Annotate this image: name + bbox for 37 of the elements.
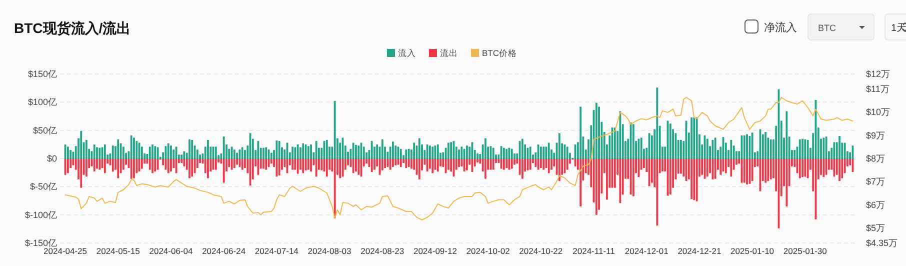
y-tick-label: $-150亿 xyxy=(24,238,57,248)
legend-label: BTC价格 xyxy=(482,48,517,58)
x-tick-label: 2024-09-12 xyxy=(413,246,458,256)
x-tick-label: 2024-11-11 xyxy=(572,246,616,256)
x-tick-label: 2024-08-23 xyxy=(360,246,404,256)
y-tick-label: $50亿 xyxy=(32,125,57,136)
y-tick-label: $-100亿 xyxy=(24,210,57,220)
x-tick-label: 2024-06-24 xyxy=(202,246,246,256)
x-tick-label: 2024-12-21 xyxy=(678,246,722,256)
y-tick-label: $0 xyxy=(46,154,57,164)
y2-tick-label: $9万 xyxy=(866,130,886,140)
x-tick-label: 2024-04-25 xyxy=(44,246,88,256)
x-tick-label: 2024-07-14 xyxy=(254,246,299,256)
line-series xyxy=(64,96,854,220)
y-tick-label: $150亿 xyxy=(28,69,57,79)
x-tick-label: 2025-01-30 xyxy=(783,246,828,256)
legend-label: 流入 xyxy=(398,48,416,58)
y2-tick-label: $8万 xyxy=(866,154,886,164)
y2-tick-label: $7万 xyxy=(866,176,886,187)
y2-tick-label: $5万 xyxy=(866,222,886,233)
chart-title: BTC现货流入/流出 xyxy=(14,20,131,36)
x-tick-label: 2024-12-01 xyxy=(624,246,669,256)
controls: 净流入 BTC 1天 xyxy=(744,14,906,40)
y2-tick-label: $4.35万 xyxy=(866,238,898,248)
legend-label: 流出 xyxy=(440,48,458,58)
y2-tick-label: $12万 xyxy=(866,69,890,79)
y-tick-label: $100亿 xyxy=(28,97,57,108)
x-tick-label: 2024-10-22 xyxy=(519,246,563,256)
y-tick-label: $-50亿 xyxy=(30,182,57,192)
x-tick-label: 2024-10-02 xyxy=(466,246,510,256)
x-tick-label: 2024-06-04 xyxy=(149,246,193,256)
x-tick-label: 2025-01-10 xyxy=(730,246,774,256)
y2-tick-label: $6万 xyxy=(866,200,886,210)
y2-tick-label: $11万 xyxy=(866,84,890,94)
x-tick-label: 2024-08-03 xyxy=(308,246,352,256)
x-tick-label: 2024-05-15 xyxy=(96,246,140,256)
y2-tick-label: $10万 xyxy=(866,107,890,118)
